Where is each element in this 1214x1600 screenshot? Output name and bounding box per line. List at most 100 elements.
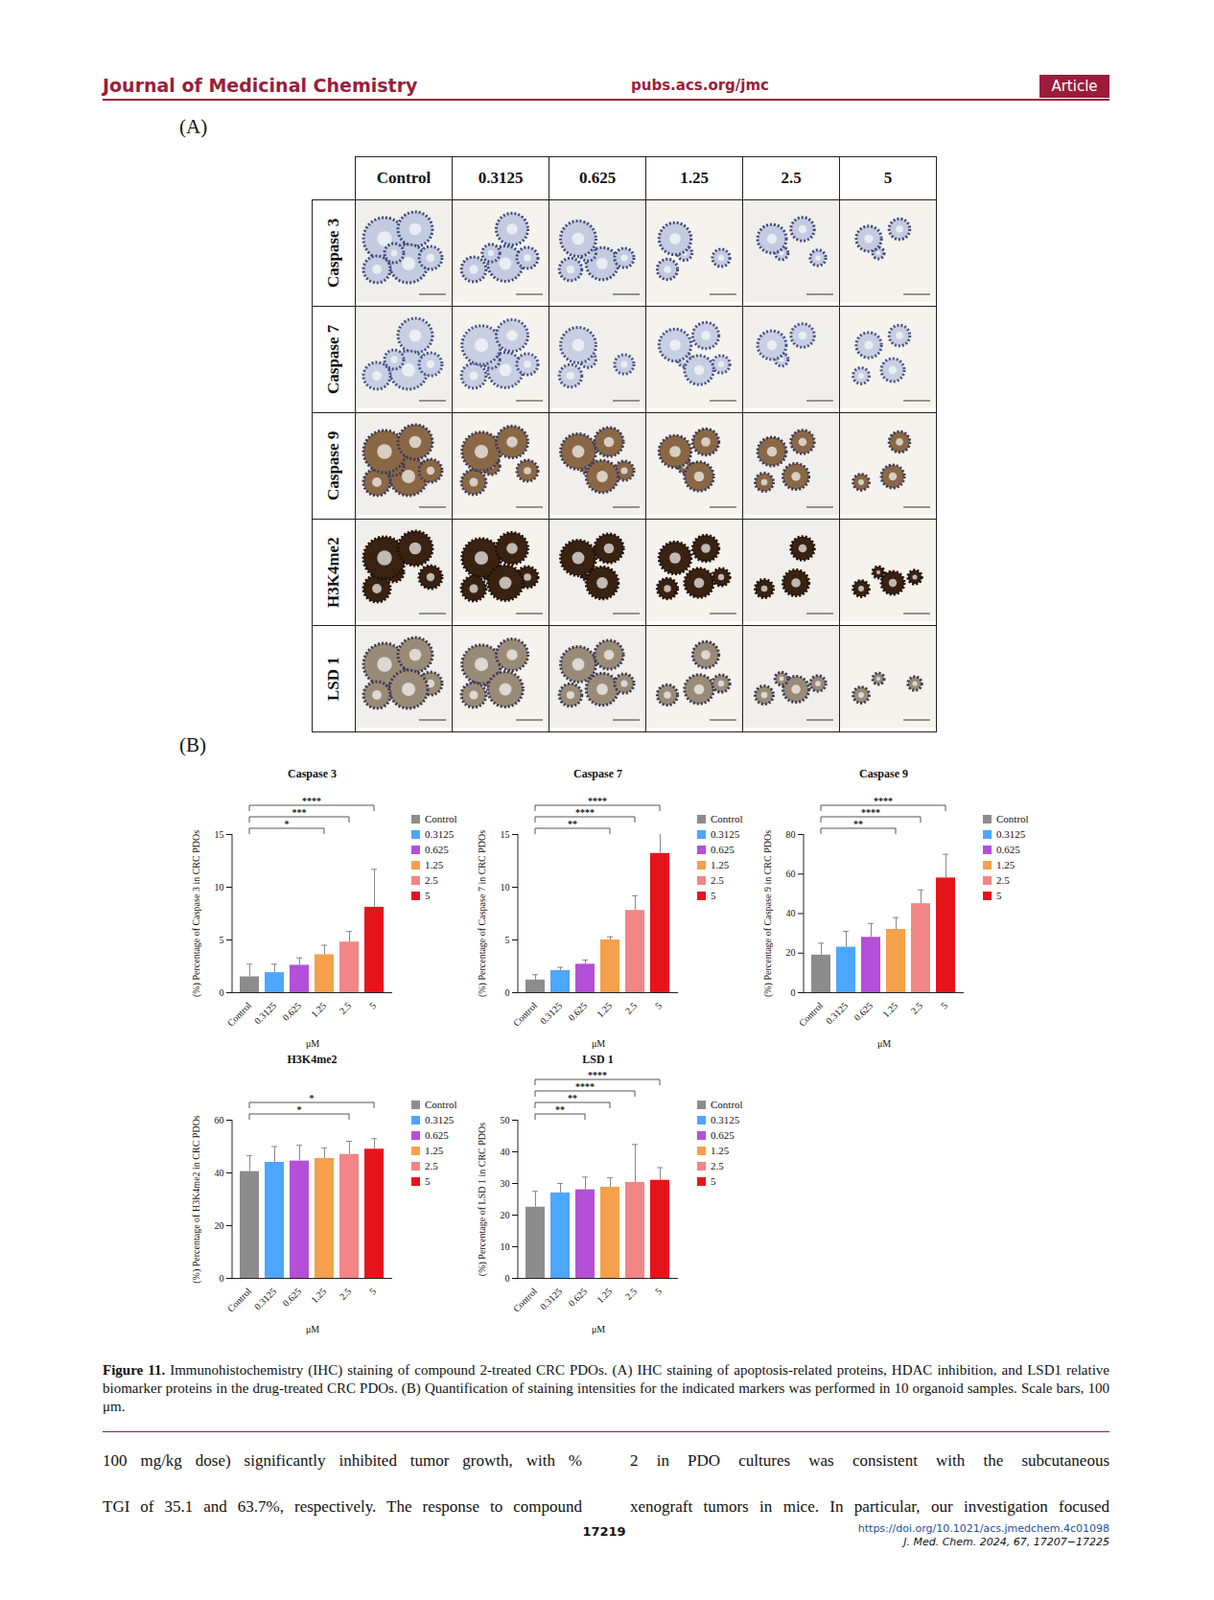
svg-text:5: 5 xyxy=(219,934,225,946)
svg-text:20: 20 xyxy=(214,1220,225,1232)
svg-text:20: 20 xyxy=(786,947,796,958)
svg-text:(%) Percentage of LSD 1 in CRC: (%) Percentage of LSD 1 in CRC PDOs xyxy=(476,1122,489,1277)
svg-text:0: 0 xyxy=(505,987,511,999)
html-text:pubs.acs.org/jmc: pubs.acs.org/jmc xyxy=(630,76,770,94)
svg-text:1.25: 1.25 xyxy=(308,1000,328,1020)
html-text:0.625: 0.625 xyxy=(579,168,616,187)
html-text:H3K4me2: H3K4me2 xyxy=(287,1052,338,1067)
svg-text:60: 60 xyxy=(214,1115,225,1126)
svg-text:10: 10 xyxy=(500,1241,511,1253)
svg-text:****: **** xyxy=(873,795,893,807)
svg-text:0: 0 xyxy=(219,1273,225,1285)
svg-text:0.625: 0.625 xyxy=(280,1285,304,1309)
svg-text:μM: μM xyxy=(877,1038,891,1050)
svg-text:2.5: 2.5 xyxy=(623,1285,640,1303)
svg-text:60: 60 xyxy=(786,868,796,880)
svg-text:10: 10 xyxy=(500,882,511,893)
svg-text:Control: Control xyxy=(511,1000,540,1029)
svg-text:**: ** xyxy=(567,818,578,830)
svg-text:**: ** xyxy=(853,818,864,830)
svg-text:****: **** xyxy=(587,1070,607,1081)
svg-text:μM: μM xyxy=(305,1324,320,1335)
svg-text:***: *** xyxy=(292,807,307,818)
svg-text:μM: μM xyxy=(591,1038,606,1050)
svg-text:5: 5 xyxy=(938,1000,950,1011)
svg-text:2.5: 2.5 xyxy=(337,1000,354,1017)
svg-text:*: * xyxy=(309,1093,315,1104)
svg-text:****: **** xyxy=(302,795,322,807)
svg-text:10: 10 xyxy=(214,882,225,893)
svg-text:****: **** xyxy=(587,795,607,807)
svg-text:0.625: 0.625 xyxy=(565,1285,589,1309)
svg-text:0: 0 xyxy=(791,987,796,999)
svg-text:μM: μM xyxy=(305,1038,320,1050)
svg-text:1.25: 1.25 xyxy=(308,1285,328,1306)
html-text:(B): (B) xyxy=(179,733,207,757)
svg-text:0.3125: 0.3125 xyxy=(537,1000,564,1027)
svg-text:80: 80 xyxy=(786,829,796,841)
svg-text:Control: Control xyxy=(225,1285,255,1315)
svg-text:Control: Control xyxy=(511,1285,540,1315)
svg-text:5: 5 xyxy=(367,1285,378,1297)
html-text:H3K4me2: H3K4me2 xyxy=(324,537,343,608)
svg-text:Control: Control xyxy=(796,1000,826,1029)
svg-text:(%) Percentage of Caspase 3 in: (%) Percentage of Caspase 3 in CRC PDOs xyxy=(190,830,203,998)
svg-text:****: **** xyxy=(575,1081,595,1093)
svg-text:1.25: 1.25 xyxy=(594,1285,614,1306)
svg-text:5: 5 xyxy=(653,1285,664,1297)
html-text:17219: 17219 xyxy=(582,1524,626,1540)
svg-text:*: * xyxy=(284,818,290,830)
html-text:Journal of Medicinal Chemistry: Journal of Medicinal Chemistry xyxy=(102,74,418,96)
svg-text:40: 40 xyxy=(786,908,796,919)
html-text:LSD 1: LSD 1 xyxy=(324,656,343,701)
svg-text:15: 15 xyxy=(500,829,511,841)
svg-text:****: **** xyxy=(575,807,595,818)
html-text:TGI of 35.1 and 63.7%, respect: TGI of 35.1 and 63.7%, respectively. The… xyxy=(102,1497,583,1517)
html-text:Article: Article xyxy=(1051,77,1098,95)
svg-text:2.5: 2.5 xyxy=(337,1285,354,1303)
html-text:xenograft tumors in mice. In p: xenograft tumors in mice. In particular,… xyxy=(630,1497,1110,1517)
svg-text:2.5: 2.5 xyxy=(623,1000,640,1017)
html-text:0.3125: 0.3125 xyxy=(478,168,523,187)
svg-text:μM: μM xyxy=(591,1324,606,1335)
svg-text:0.625: 0.625 xyxy=(851,1000,875,1024)
svg-text:2.5: 2.5 xyxy=(909,1000,926,1017)
svg-text:15: 15 xyxy=(214,829,225,841)
html-text:Caspase 9: Caspase 9 xyxy=(324,431,343,501)
svg-text:5: 5 xyxy=(367,1000,378,1011)
svg-text:30: 30 xyxy=(500,1178,511,1190)
svg-text:20: 20 xyxy=(500,1210,511,1221)
svg-text:1.25: 1.25 xyxy=(594,1000,614,1020)
svg-text:**: ** xyxy=(567,1093,578,1104)
html-text:2.5: 2.5 xyxy=(780,168,802,187)
svg-text:(%) Percentage of Caspase 9 in: (%) Percentage of Caspase 9 in CRC PDOs xyxy=(762,830,774,998)
svg-text:0.3125: 0.3125 xyxy=(537,1285,564,1312)
html-text:Caspase 7: Caspase 7 xyxy=(324,324,343,395)
svg-text:Control: Control xyxy=(225,1000,255,1029)
svg-text:0.625: 0.625 xyxy=(280,1000,304,1024)
svg-text:0.625: 0.625 xyxy=(565,1000,589,1024)
svg-text:0: 0 xyxy=(219,987,225,999)
html-text:Control: Control xyxy=(376,168,431,187)
svg-text:0.3125: 0.3125 xyxy=(823,1000,850,1027)
svg-text:40: 40 xyxy=(214,1167,225,1179)
svg-text:*: * xyxy=(297,1104,303,1116)
svg-text:0.3125: 0.3125 xyxy=(252,1000,279,1027)
html-text:100 mg/kg dose) significantly: 100 mg/kg dose) significantly inhibited … xyxy=(102,1451,583,1471)
svg-text:**: ** xyxy=(555,1104,565,1116)
html-text:Caspase 3: Caspase 3 xyxy=(324,218,343,288)
svg-text:(%) Percentage of H3K4me2 in C: (%) Percentage of H3K4me2 in CRC PDOs xyxy=(190,1115,203,1285)
svg-text:5: 5 xyxy=(505,934,511,946)
html-text:1.25: 1.25 xyxy=(679,168,709,187)
html-text:(A): (A) xyxy=(179,115,208,139)
svg-text:0.3125: 0.3125 xyxy=(252,1285,279,1312)
svg-text:1.25: 1.25 xyxy=(880,1000,900,1020)
svg-text:0: 0 xyxy=(505,1273,511,1285)
html-text:Figure 11. Immunohistochemistr: Figure 11. Immunohistochemistry (IHC) st… xyxy=(102,1362,1110,1415)
svg-text:5: 5 xyxy=(653,1000,664,1011)
svg-text:(%) Percentage of Caspase 7 in: (%) Percentage of Caspase 7 in CRC PDOs xyxy=(476,830,489,998)
html-text:2 in PDO cultures was consiste: 2 in PDO cultures was consistent with th… xyxy=(630,1451,1110,1471)
svg-text:****: **** xyxy=(861,807,881,818)
svg-text:40: 40 xyxy=(500,1146,511,1158)
svg-text:50: 50 xyxy=(500,1115,511,1126)
